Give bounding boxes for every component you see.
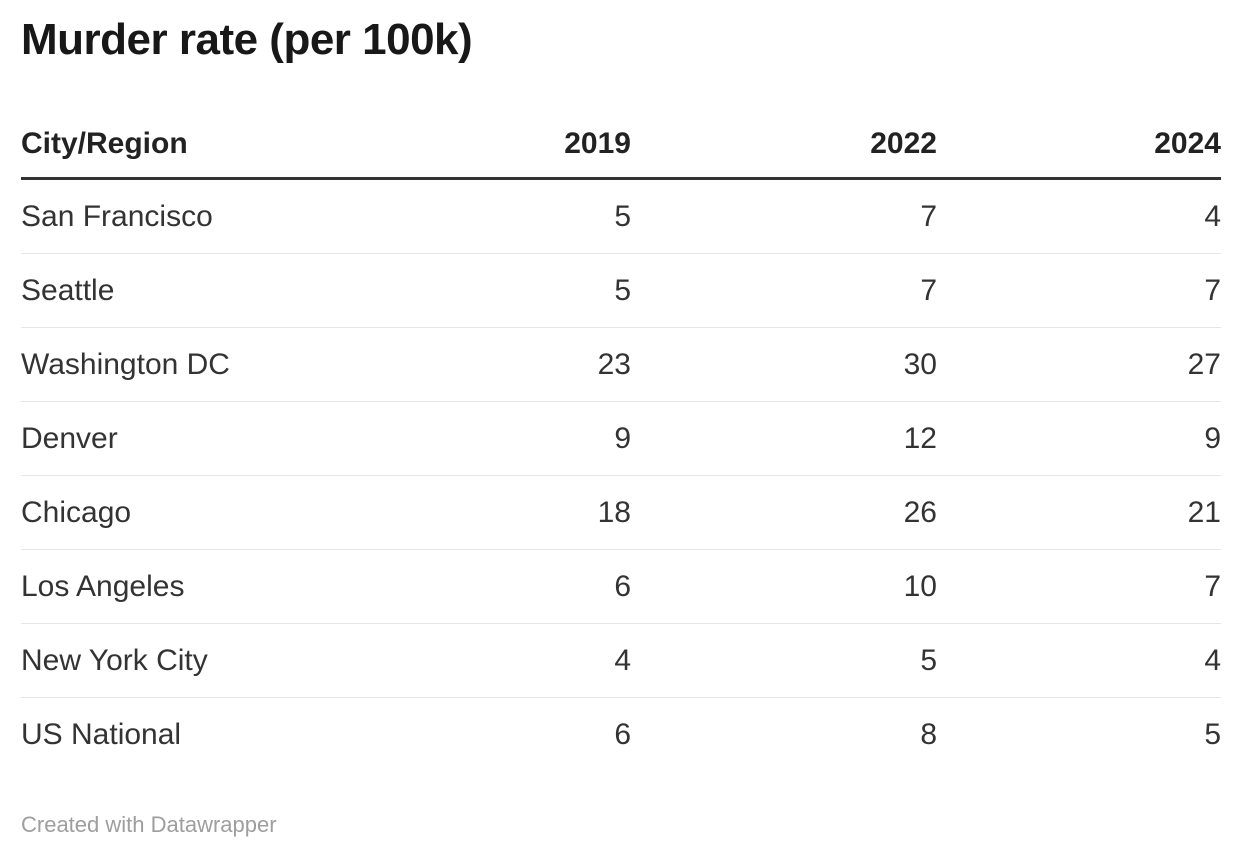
chart-title: Murder rate (per 100k) — [21, 15, 473, 64]
table-row: New York City 4 5 4 — [21, 623, 1221, 698]
value-cell: 6 — [614, 718, 631, 751]
value-cell: 7 — [631, 253, 937, 328]
row-label-cell: San Francisco — [21, 178, 325, 254]
table-header: City/Region 2019 2022 2024 — [21, 125, 1221, 180]
murder-rate-table: City/Region 2019 2022 2024 San Francisco 5 7 4… — [21, 125, 1221, 771]
row-label-cell: Denver — [21, 401, 325, 476]
value-cell: 7 — [937, 549, 1221, 624]
column-header-city-region: City/Region — [21, 125, 325, 180]
table-row: Chicago 18 26 21 — [21, 475, 1221, 550]
table-header-row: City/Region 2019 2022 2024 — [21, 125, 1221, 180]
row-label-cell: Los Angeles — [21, 549, 325, 624]
table-row: Seattle 5 7 7 — [21, 253, 1221, 328]
value-cell: 21 — [937, 475, 1221, 550]
table-row: Denver 9 12 9 — [21, 401, 1221, 476]
table-row: Los Angeles 6 10 7 — [21, 549, 1221, 624]
row-label-cell: US National — [21, 718, 182, 751]
value-cell: 7 — [937, 253, 1221, 328]
value-cell: 10 — [631, 549, 937, 624]
value-cell: 5 — [325, 178, 631, 254]
value-cell: 27 — [937, 327, 1221, 402]
row-label-cell: New York City — [21, 623, 325, 698]
table-row: San Francisco 5 7 4 — [21, 178, 1221, 254]
value-cell: 12 — [631, 401, 937, 476]
value-cell: 6 — [325, 549, 631, 624]
row-label-cell: Washington DC — [21, 327, 325, 402]
value-cell: 5 — [1204, 718, 1221, 751]
value-cell: 7 — [631, 178, 937, 254]
datawrapper-table-container: Murder rate (per 100k) City/Region 2019 20… — [21, 15, 1221, 839]
row-label-cell: Chicago — [21, 475, 325, 550]
column-header-2022: 2022 — [631, 125, 937, 180]
value-cell: 4 — [325, 623, 631, 698]
column-header-2024: 2024 — [937, 125, 1221, 180]
value-cell: 30 — [631, 327, 937, 402]
value-cell: 5 — [325, 253, 631, 328]
value-cell: 26 — [631, 475, 937, 550]
table-row: Washington DC 23 30 27 — [21, 327, 1221, 402]
attribution: Created with Datawrapper — [21, 811, 1221, 839]
table-row: US National 6 8 5 — [21, 698, 1221, 772]
value-cell: 4 — [937, 623, 1221, 698]
value-cell: 8 — [920, 718, 937, 751]
table-body: San Francisco 5 7 4 Seattle 5 7 7 Washington DC 2… — [21, 178, 1221, 772]
row-label-cell: Seattle — [21, 253, 325, 328]
value-cell: 18 — [325, 475, 631, 550]
value-cell: 4 — [937, 178, 1221, 254]
datawrapper-credit-link[interactable]: Created with Datawrapper — [21, 812, 277, 837]
value-cell: 9 — [937, 401, 1221, 476]
value-cell: 5 — [631, 623, 937, 698]
column-header-2019: 2019 — [325, 125, 631, 180]
value-cell: 23 — [325, 327, 631, 402]
value-cell: 9 — [325, 401, 631, 476]
